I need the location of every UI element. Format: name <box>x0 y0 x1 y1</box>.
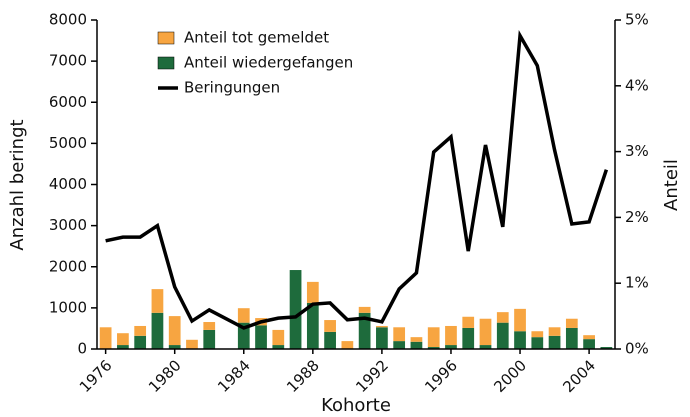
legend-label: Beringungen <box>184 79 280 97</box>
bar <box>462 316 475 328</box>
bar <box>99 327 112 349</box>
x-tick-label: 1996 <box>421 356 461 396</box>
bar <box>324 320 336 332</box>
bar <box>496 312 509 323</box>
legend-label: Anteil wiedergefangen <box>184 54 353 72</box>
y-tick-label: 2000 <box>49 257 87 275</box>
x-tick-label: 1984 <box>214 356 254 396</box>
bar <box>117 333 129 346</box>
y-axis-title: Anzahl beringt <box>7 119 28 250</box>
bar <box>565 327 578 349</box>
bar <box>255 325 267 349</box>
y-tick-label: 0 <box>77 340 87 358</box>
y2-axis-title: Anteil <box>661 159 682 211</box>
bar <box>272 329 285 346</box>
bar <box>410 341 423 349</box>
y2-tick-label: 2% <box>625 208 649 226</box>
bar <box>479 318 492 346</box>
bar <box>462 327 475 349</box>
bar <box>376 325 388 328</box>
bar <box>186 339 198 349</box>
bar <box>514 308 526 332</box>
y-tick-label: 4000 <box>49 175 87 193</box>
y-tick-label: 6000 <box>49 93 87 111</box>
bar <box>445 325 457 346</box>
y-tick-label: 1000 <box>49 298 87 316</box>
y-tick-label: 3000 <box>49 216 87 234</box>
bar <box>358 306 371 313</box>
bar <box>168 345 181 349</box>
bar <box>341 341 354 349</box>
bar <box>531 337 544 349</box>
y2-tick-label: 5% <box>625 11 649 29</box>
bar <box>514 331 526 349</box>
bar <box>203 329 216 349</box>
bar <box>548 335 561 349</box>
x-axis-title: Kohorte <box>321 395 391 416</box>
bar <box>117 345 129 349</box>
bar <box>496 322 509 349</box>
bar <box>324 331 336 349</box>
bar <box>393 341 406 349</box>
bar <box>272 345 285 349</box>
bar <box>583 335 595 340</box>
bar <box>151 289 164 313</box>
bar <box>583 339 595 349</box>
bar <box>134 335 147 349</box>
bar <box>306 281 319 303</box>
legend-swatch <box>157 31 175 45</box>
bar <box>358 312 371 349</box>
bar <box>237 308 250 323</box>
y2-tick-label: 1% <box>625 274 649 292</box>
x-tick-label: 2000 <box>490 356 530 396</box>
bar <box>376 327 388 349</box>
x-tick-label: 1976 <box>76 356 116 396</box>
y2-tick-label: 3% <box>625 142 649 160</box>
x-tick-label: 1980 <box>145 356 185 396</box>
bar <box>600 347 613 349</box>
bar <box>548 327 561 336</box>
y2-tick-label: 0% <box>625 340 649 358</box>
x-tick-label: 2004 <box>559 356 599 396</box>
y-tick-label: 8000 <box>49 11 87 29</box>
bar <box>168 316 181 346</box>
bar <box>306 302 319 349</box>
x-tick-label: 1992 <box>352 356 392 396</box>
y-tick-label: 7000 <box>49 52 87 70</box>
bar <box>427 327 440 348</box>
bar <box>531 331 544 338</box>
bar <box>134 325 147 336</box>
bar <box>445 345 457 349</box>
x-tick-label: 1988 <box>283 356 323 396</box>
bar <box>393 327 406 342</box>
bar <box>565 318 578 328</box>
bar <box>203 322 216 330</box>
bar <box>289 270 302 349</box>
legend-label: Anteil tot gemeldet <box>184 29 329 47</box>
bar <box>427 347 440 349</box>
bar <box>479 345 492 349</box>
bar <box>237 322 250 349</box>
y2-tick-label: 4% <box>625 76 649 94</box>
legend-swatch <box>157 56 175 70</box>
bar <box>151 312 164 349</box>
y-tick-label: 5000 <box>49 134 87 152</box>
line <box>105 29 609 330</box>
bar <box>410 337 423 342</box>
